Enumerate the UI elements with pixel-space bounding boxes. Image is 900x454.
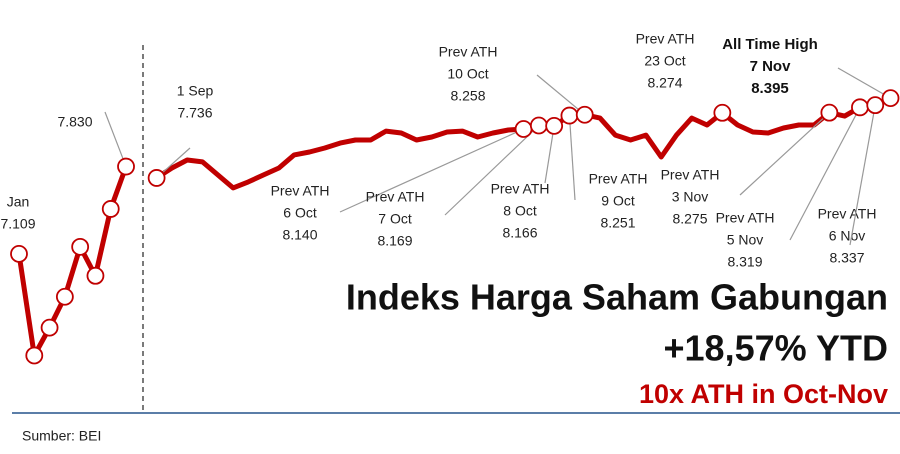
- annotation-value-label: 8.319: [727, 254, 762, 270]
- point-marker: [101, 200, 120, 218]
- leader-line: [568, 115, 576, 201]
- annotation-heading: Prev ATH: [439, 44, 498, 60]
- annotation-date: 10 Oct: [447, 66, 488, 82]
- annotation-date: 7 Oct: [378, 211, 412, 227]
- point-marker: [40, 318, 59, 337]
- annotation-value-label: 8.274: [647, 75, 682, 91]
- annotation-value-label: 8.251: [600, 215, 635, 231]
- point-marker: [86, 266, 105, 285]
- annotation-heading: All Time High: [722, 36, 818, 53]
- point-marker: [25, 346, 44, 365]
- point-marker: [55, 287, 74, 306]
- source-note: Sumber: BEI: [22, 428, 101, 444]
- annotation-date: 1 Sep: [177, 83, 214, 99]
- leader-line: [339, 128, 524, 213]
- leader-line: [837, 67, 891, 99]
- annotation-heading: Prev ATH: [661, 167, 720, 183]
- annotation-date: 5 Nov: [727, 232, 764, 248]
- point-marker: [866, 96, 885, 115]
- annotation-heading: Prev ATH: [491, 181, 550, 197]
- series-line: [16, 164, 129, 358]
- annotation-date: 9 Oct: [601, 193, 635, 209]
- annotation-value-label: 8.258: [450, 88, 485, 104]
- annotation-value-label: 7.830: [57, 114, 92, 130]
- series-line: [154, 95, 893, 191]
- chart-subtitle: +18,57% YTD: [664, 328, 888, 369]
- annotation-heading: Prev ATH: [716, 210, 775, 226]
- annotation-date: 3 Nov: [672, 189, 709, 205]
- highlight-note: 10x ATH in Oct-Nov: [639, 379, 888, 409]
- annotation-heading: Prev ATH: [271, 183, 330, 199]
- leader-line: [444, 125, 540, 216]
- annotation-value-label: 8.337: [829, 250, 864, 266]
- annotation-value-label: 7.736: [177, 105, 212, 121]
- point-marker: [851, 98, 869, 117]
- point-marker: [529, 116, 548, 135]
- annotation-value-label: 8.166: [502, 225, 537, 241]
- point-marker: [820, 103, 839, 122]
- leader-line: [536, 74, 586, 116]
- leader-line: [544, 125, 555, 184]
- point-marker: [71, 237, 90, 256]
- annotation-value-label: 8.140: [282, 227, 317, 243]
- annotation-heading: Prev ATH: [589, 171, 648, 187]
- leader-line: [789, 107, 861, 241]
- point-marker: [10, 244, 28, 263]
- annotation-date: 8 Oct: [503, 203, 537, 219]
- annotation-date: Jan: [7, 194, 30, 210]
- point-marker: [575, 105, 594, 124]
- annotation-value-label: 7.109: [0, 216, 35, 232]
- leader-line: [739, 112, 830, 196]
- annotation-date: 6 Nov: [829, 228, 866, 244]
- leader-line: [104, 111, 127, 167]
- annotation-value-label: 8.169: [377, 233, 412, 249]
- point-marker: [117, 157, 135, 176]
- point-marker: [713, 103, 732, 122]
- point-marker: [545, 116, 564, 135]
- point-marker: [147, 169, 166, 187]
- leader-line: [849, 105, 876, 246]
- annotation-date: 7 Nov: [750, 58, 792, 75]
- annotation-heading: Prev ATH: [366, 189, 425, 205]
- point-marker: [514, 120, 533, 138]
- point-marker: [560, 106, 579, 125]
- annotation-date: 23 Oct: [644, 53, 685, 69]
- chart-title: Indeks Harga Saham Gabungan: [346, 277, 888, 318]
- annotation-date: 6 Oct: [283, 205, 317, 221]
- point-marker: [881, 89, 900, 108]
- annotation-heading: Prev ATH: [818, 206, 877, 222]
- annotation-value-label: 8.275: [672, 211, 707, 227]
- annotation-heading: Prev ATH: [636, 31, 695, 47]
- annotation-value-label: 8.395: [751, 80, 789, 97]
